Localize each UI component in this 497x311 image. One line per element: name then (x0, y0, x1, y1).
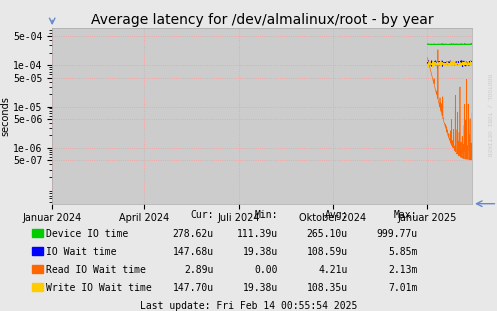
Text: Read IO Wait time: Read IO Wait time (46, 265, 146, 275)
Text: 5.85m: 5.85m (388, 247, 417, 257)
Text: 4.21u: 4.21u (319, 265, 348, 275)
Title: Average latency for /dev/almalinux/root - by year: Average latency for /dev/almalinux/root … (91, 13, 433, 27)
Text: 19.38u: 19.38u (243, 283, 278, 293)
Text: 0.00: 0.00 (255, 265, 278, 275)
Text: RRDTOOL / TOBI OETIKER: RRDTOOL / TOBI OETIKER (486, 74, 491, 156)
Text: Last update: Fri Feb 14 00:55:54 2025: Last update: Fri Feb 14 00:55:54 2025 (140, 301, 357, 311)
Text: 999.77u: 999.77u (376, 229, 417, 239)
Text: 19.38u: 19.38u (243, 247, 278, 257)
Text: Device IO time: Device IO time (46, 229, 128, 239)
Text: Write IO Wait time: Write IO Wait time (46, 283, 152, 293)
Text: 147.70u: 147.70u (172, 283, 214, 293)
Text: Cur:: Cur: (190, 210, 214, 220)
Text: 108.35u: 108.35u (307, 283, 348, 293)
Text: 147.68u: 147.68u (172, 247, 214, 257)
Text: 278.62u: 278.62u (172, 229, 214, 239)
Y-axis label: seconds: seconds (0, 96, 10, 136)
Text: Min:: Min: (255, 210, 278, 220)
Text: 108.59u: 108.59u (307, 247, 348, 257)
Text: IO Wait time: IO Wait time (46, 247, 116, 257)
Text: 7.01m: 7.01m (388, 283, 417, 293)
Text: 111.39u: 111.39u (237, 229, 278, 239)
Text: 2.13m: 2.13m (388, 265, 417, 275)
Text: Avg:: Avg: (325, 210, 348, 220)
Text: 265.10u: 265.10u (307, 229, 348, 239)
Text: Max:: Max: (394, 210, 417, 220)
Text: 2.89u: 2.89u (184, 265, 214, 275)
